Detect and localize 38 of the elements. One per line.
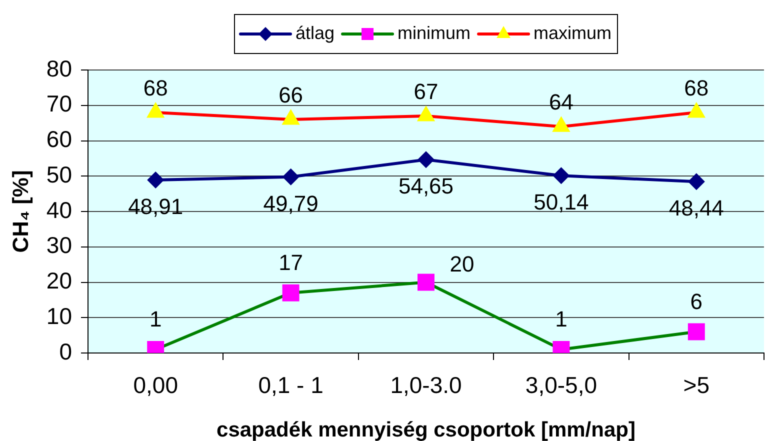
y-tick-label: 40 (46, 196, 72, 223)
x-tick-label: 1,0-3.0 (390, 372, 462, 398)
data-label: 49,79 (263, 190, 318, 216)
x-tick-label: >5 (683, 372, 710, 398)
data-label: 50,14 (534, 190, 589, 215)
y-tick-label: 20 (46, 268, 72, 294)
data-label: 17 (278, 250, 304, 275)
point (688, 323, 705, 340)
data-label: 6 (690, 288, 703, 314)
y-tick-label: 50 (46, 161, 72, 188)
legend-label: átlag (296, 22, 335, 43)
data-label: 20 (450, 251, 474, 276)
data-label: 66 (278, 82, 304, 108)
data-label: 54,65 (398, 174, 454, 199)
legend-label: maximum (534, 22, 612, 43)
y-tick-label: 80 (46, 55, 72, 82)
data-label: 68 (143, 76, 168, 101)
point (552, 116, 570, 132)
point (282, 109, 300, 125)
point (687, 102, 706, 118)
point (147, 171, 164, 188)
y-axis-title: CH₄ [%] (8, 170, 34, 253)
legend-label: minimum (398, 22, 471, 43)
x-tick-label: 3,0-5,0 (525, 372, 598, 398)
data-label: 67 (414, 79, 438, 104)
data-label: 68 (684, 76, 709, 101)
y-tick-label: 10 (46, 302, 72, 329)
y-tick-label: 70 (46, 90, 72, 117)
point (282, 284, 300, 302)
point (416, 105, 436, 122)
y-tick-label: 30 (46, 232, 72, 258)
x-axis-title: csapadék mennyiség csoportok [mm/nap] (216, 418, 636, 441)
y-tick-label: 0 (59, 338, 72, 364)
point (418, 274, 434, 291)
x-tick-label: 0,1 - 1 (258, 372, 324, 398)
point (146, 102, 165, 118)
x-tick-label: 0,00 (133, 372, 178, 398)
y-tick-label: 60 (46, 126, 72, 152)
